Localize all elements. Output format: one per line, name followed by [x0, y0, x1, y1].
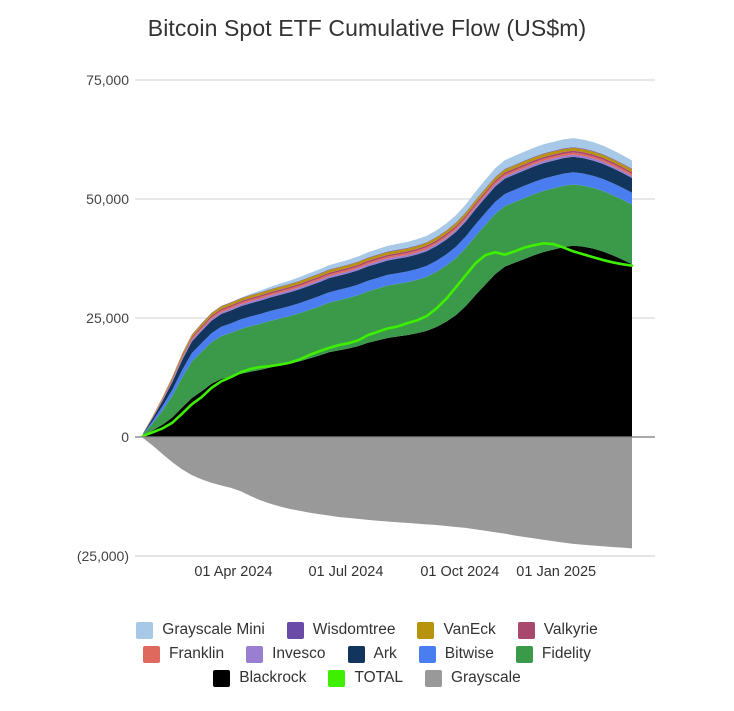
y-axis-tick-label: 75,000 [86, 72, 129, 88]
line-series-total [141, 241, 634, 438]
legend-item-vaneck[interactable]: VanEck [417, 621, 496, 639]
legend-label-fidelity: Fidelity [541, 645, 592, 662]
y-axis-tick-label: 25,000 [86, 310, 129, 326]
legend-label-franklin: Franklin [168, 645, 225, 662]
chart-title: Bitcoin Spot ETF Cumulative Flow (US$m) [147, 15, 587, 41]
x-axis-tick-label: 01 Jul 2024 [308, 564, 383, 580]
legend-item-total[interactable]: TOTAL [328, 669, 403, 687]
x-axis-tick-label: 01 Jan 2025 [516, 564, 596, 580]
chart-legend: Grayscale Mini Wisdomtree VanEck Valkyrie Fr… [0, 618, 734, 690]
legend-label-bitwise: Bitwise [444, 645, 494, 662]
legend-item-wisdomtree[interactable]: Wisdomtree [286, 621, 396, 639]
legend-label-ark: Ark [373, 645, 397, 662]
legend-item-franklin[interactable]: Franklin [142, 645, 225, 663]
legend-row: Franklin Invesco Ark Bitwise Fidelity [0, 642, 734, 666]
x-axis-tick-label: 01 Apr 2024 [194, 564, 272, 580]
area-series-grayscale-negative [143, 437, 632, 549]
legend-item-grayscale[interactable]: Grayscale [424, 669, 521, 687]
legend-swatch-franklin [142, 645, 160, 663]
legend-swatch-wisdomtree [286, 621, 304, 639]
area-series-fidelity [143, 184, 632, 436]
legend-item-bitwise[interactable]: Bitwise [418, 645, 494, 663]
x-axis-tick-label: 01 Oct 2024 [420, 564, 499, 580]
legend-swatch-fidelity [515, 645, 533, 663]
legend-label-wisdomtree: Wisdomtree [312, 621, 396, 638]
legend-swatch-blackrock [213, 669, 231, 687]
legend-item-ark[interactable]: Ark [347, 645, 397, 663]
legend-swatch-vaneck [417, 621, 435, 639]
area-series-blackrock [143, 245, 632, 437]
legend-swatch-invesco [246, 645, 264, 663]
legend-label-total: TOTAL [354, 669, 403, 686]
y-axis-tick-label: 50,000 [86, 191, 129, 207]
chart-plot-area: 75,000 50,000 25,000 0 (25,000) 01 Apr 2024 01… [77, 72, 655, 580]
legend-item-invesco[interactable]: Invesco [246, 645, 326, 663]
legend-swatch-bitwise [418, 645, 436, 663]
legend-item-fidelity[interactable]: Fidelity [515, 645, 592, 663]
legend-row: Blackrock TOTAL Grayscale [0, 666, 734, 690]
legend-label-invesco: Invesco [272, 645, 326, 662]
legend-label-valkyrie: Valkyrie [543, 621, 598, 638]
legend-label-vaneck: VanEck [443, 621, 496, 638]
legend-swatch-grayscale-mini [136, 621, 154, 639]
legend-item-valkyrie[interactable]: Valkyrie [517, 621, 598, 639]
y-axis-tick-label: 0 [121, 429, 129, 445]
legend-row: Grayscale Mini Wisdomtree VanEck Valkyrie [0, 618, 734, 642]
legend-label-grayscale: Grayscale [450, 669, 521, 686]
legend-item-grayscale-mini[interactable]: Grayscale Mini [136, 621, 265, 639]
legend-label-grayscale-mini: Grayscale Mini [162, 621, 265, 638]
legend-label-blackrock: Blackrock [239, 669, 307, 686]
y-axis-tick-label: (25,000) [77, 548, 129, 564]
legend-item-blackrock[interactable]: Blackrock [213, 669, 306, 687]
legend-swatch-total [328, 669, 346, 687]
legend-swatch-grayscale [424, 669, 442, 687]
legend-swatch-valkyrie [517, 621, 535, 639]
legend-swatch-ark [347, 645, 365, 663]
